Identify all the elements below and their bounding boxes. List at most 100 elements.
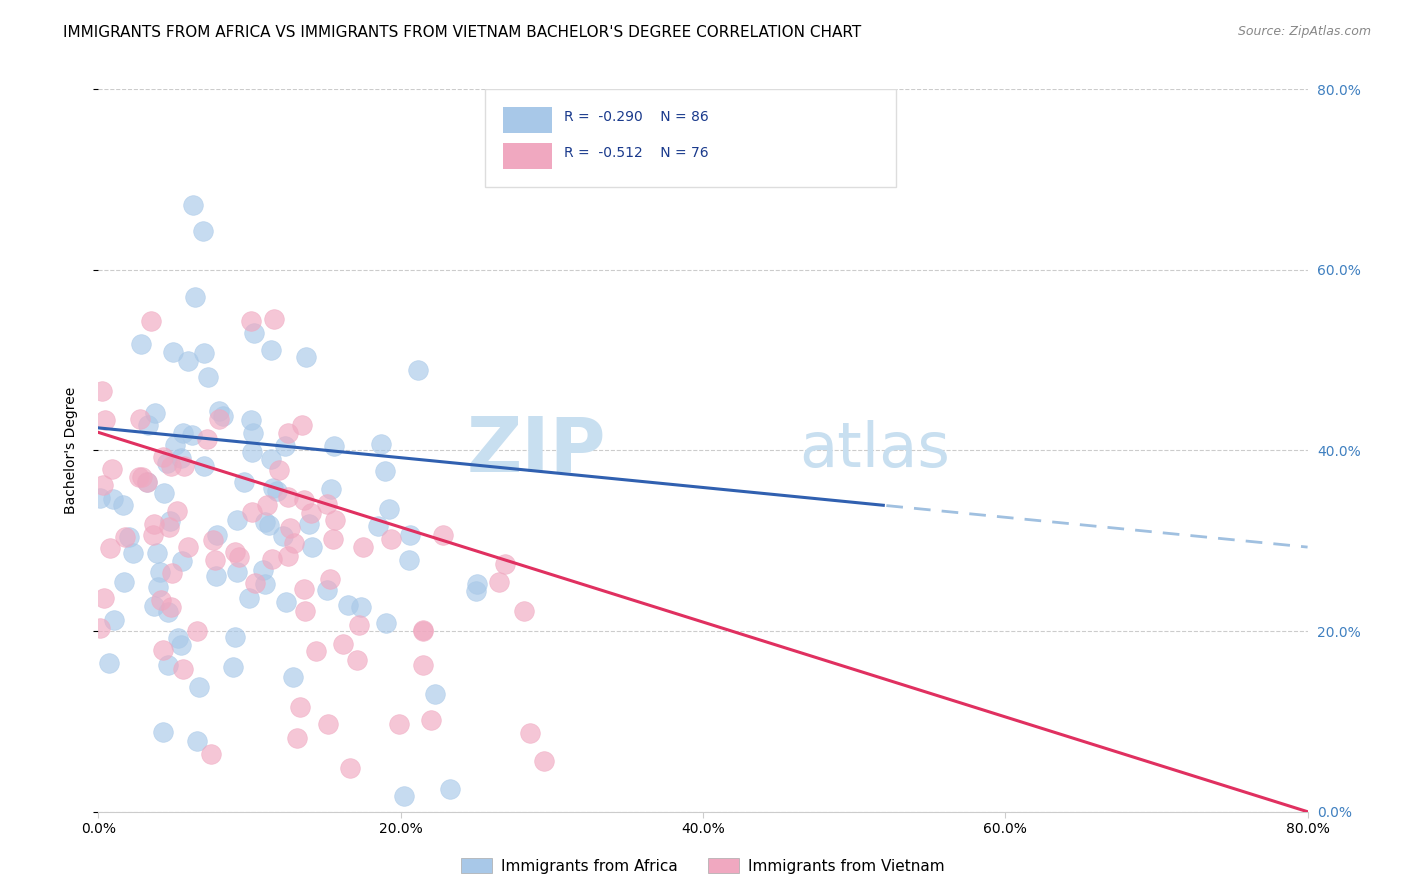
Point — [129, 411, 152, 425]
Point — [398, 553, 420, 567]
Point — [201, 533, 224, 547]
Point — [136, 475, 159, 490]
Point — [260, 452, 283, 467]
Point — [152, 725, 174, 739]
Point — [347, 617, 370, 632]
Point — [256, 498, 278, 512]
Point — [149, 565, 172, 579]
Point — [380, 532, 402, 546]
Point — [226, 566, 249, 580]
Point — [200, 747, 222, 762]
Point — [97, 656, 120, 670]
Point — [242, 425, 264, 440]
Point — [301, 540, 323, 554]
Point — [294, 582, 316, 596]
Point — [277, 426, 299, 441]
Point — [406, 362, 429, 376]
Point — [156, 605, 179, 619]
Point — [332, 637, 354, 651]
Text: R =  -0.512    N = 76: R = -0.512 N = 76 — [564, 145, 709, 160]
Point — [100, 461, 122, 475]
Point — [225, 513, 247, 527]
Point — [488, 575, 510, 590]
Point — [205, 568, 228, 582]
Point — [240, 445, 263, 459]
Point — [412, 658, 434, 673]
Point — [277, 490, 299, 504]
Point — [253, 577, 276, 591]
Point — [346, 652, 368, 666]
Text: ZIP: ZIP — [467, 414, 606, 487]
Point — [283, 536, 305, 550]
Point — [135, 475, 157, 490]
Point — [143, 516, 166, 531]
Point — [207, 528, 229, 542]
Point — [352, 540, 374, 554]
Point — [152, 450, 174, 465]
Point — [111, 498, 134, 512]
Point — [318, 716, 340, 731]
Point — [187, 680, 209, 694]
Point — [254, 515, 277, 529]
Point — [412, 624, 434, 638]
Point — [318, 573, 340, 587]
Point — [419, 713, 441, 727]
Point — [184, 290, 207, 304]
Point — [392, 789, 415, 803]
Point — [439, 781, 461, 796]
Point — [121, 546, 143, 560]
Point — [533, 754, 555, 768]
Point — [375, 616, 398, 631]
Point — [519, 726, 541, 740]
Point — [159, 514, 181, 528]
Point — [117, 530, 139, 544]
Point — [288, 699, 311, 714]
Point — [156, 658, 179, 673]
Point — [224, 545, 246, 559]
Point — [322, 532, 344, 546]
Point — [432, 528, 454, 542]
Point — [257, 517, 280, 532]
Point — [274, 439, 297, 453]
Legend: Immigrants from Africa, Immigrants from Vietnam: Immigrants from Africa, Immigrants from … — [456, 852, 950, 880]
Point — [222, 660, 245, 674]
Point — [367, 519, 389, 533]
Point — [193, 346, 215, 360]
Text: IMMIGRANTS FROM AFRICA VS IMMIGRANTS FROM VIETNAM BACHELOR'S DEGREE CORRELATION : IMMIGRANTS FROM AFRICA VS IMMIGRANTS FRO… — [63, 25, 862, 40]
Point — [93, 591, 115, 605]
Point — [177, 354, 200, 368]
Point — [425, 687, 447, 701]
Point — [374, 464, 396, 478]
Point — [240, 505, 263, 519]
Point — [513, 604, 536, 618]
Point — [388, 717, 411, 731]
Point — [160, 600, 183, 615]
Point — [319, 482, 342, 496]
Point — [172, 662, 194, 676]
FancyBboxPatch shape — [503, 107, 551, 133]
Point — [142, 599, 165, 613]
Point — [103, 614, 125, 628]
Point — [239, 313, 262, 327]
Point — [160, 566, 183, 580]
Point — [131, 470, 153, 484]
Point — [197, 369, 219, 384]
Point — [181, 198, 204, 212]
Point — [494, 557, 516, 571]
Point — [153, 486, 176, 500]
Point — [193, 458, 215, 473]
Point — [177, 540, 200, 554]
Point — [350, 599, 373, 614]
Y-axis label: Bachelor's Degree: Bachelor's Degree — [63, 387, 77, 514]
Point — [285, 731, 308, 745]
Text: Source: ZipAtlas.com: Source: ZipAtlas.com — [1237, 25, 1371, 38]
Point — [181, 428, 204, 442]
Point — [208, 404, 231, 418]
Point — [89, 621, 111, 635]
Point — [208, 412, 231, 426]
Point — [139, 314, 162, 328]
Point — [228, 550, 250, 565]
Point — [398, 528, 420, 542]
FancyBboxPatch shape — [485, 89, 897, 186]
Point — [315, 497, 337, 511]
